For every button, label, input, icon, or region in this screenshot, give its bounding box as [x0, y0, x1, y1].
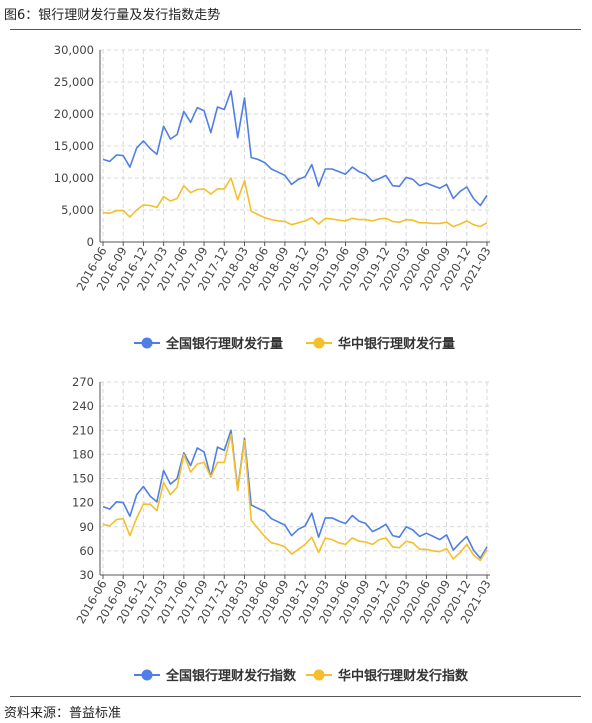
legend-label-1: 全国银行理财发行量 — [165, 336, 283, 352]
source-note: 资料来源：普益标准 — [4, 706, 122, 721]
y-tick-label: 10,000 — [54, 171, 94, 185]
y-tick-label: 90 — [79, 520, 94, 534]
legend-marker-1 — [141, 669, 153, 681]
figure-title: 图6：银行理财发行量及发行指数走势 — [4, 8, 221, 23]
y-tick-label: 25,000 — [54, 75, 94, 89]
y-tick-label: 20,000 — [54, 107, 94, 121]
y-tick-label: 210 — [72, 423, 94, 437]
series-line-1 — [102, 429, 488, 559]
y-tick-label: 15,000 — [54, 139, 94, 153]
y-tick-label: 270 — [72, 375, 94, 389]
legend-marker-2 — [313, 669, 325, 681]
legend-marker-2 — [313, 337, 325, 349]
y-tick-label: 60 — [79, 544, 94, 558]
series-line-2 — [102, 433, 488, 562]
issuance-volume-chart: 05,00010,00015,00020,00025,00030,0002016… — [54, 43, 494, 352]
legend-label-1: 全国银行理财发行指数 — [165, 668, 297, 684]
figure-frame — [10, 29, 581, 697]
legend-label-2: 华中银行理财发行量 — [338, 336, 455, 352]
y-tick-label: 150 — [72, 472, 94, 486]
y-tick-label: 240 — [72, 399, 94, 413]
y-tick-label: 30 — [79, 568, 94, 582]
y-tick-label: 30,000 — [54, 43, 94, 57]
issuance-index-chart: 3060901201501802102402702016-062016-0920… — [72, 375, 494, 684]
y-tick-label: 0 — [87, 235, 94, 249]
y-tick-label: 180 — [72, 447, 94, 461]
legend-label-2: 华中银行理财发行指数 — [338, 668, 469, 684]
series-line-1 — [102, 90, 488, 207]
y-tick-label: 5,000 — [61, 203, 94, 217]
legend-marker-1 — [141, 337, 153, 349]
y-tick-label: 120 — [72, 496, 94, 510]
series-line-2 — [102, 177, 488, 228]
